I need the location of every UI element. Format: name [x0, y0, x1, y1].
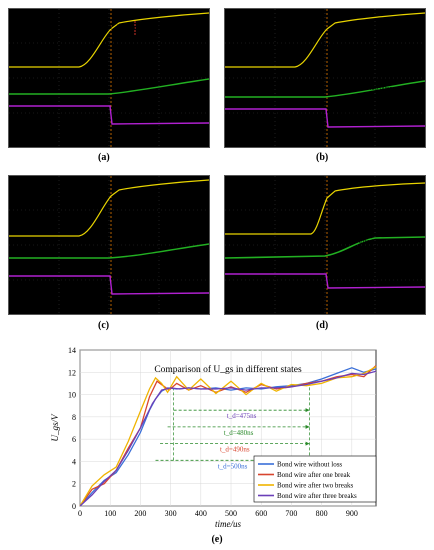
panel-a-vce-label: V_ce(100V/div) — [120, 108, 164, 115]
x-tick-label: 0 — [78, 509, 82, 518]
td-annotation-label: t_d=480ns — [224, 429, 254, 437]
ugs-comparison-chart: 0 2 4 6 8 10 12 14 0 100 200 300 400 500 600 700 800 900 t… — [50, 346, 377, 545]
panel-a-vm-label: V_m=10.5V — [138, 24, 172, 31]
vce-trace — [225, 108, 425, 128]
id-trace — [225, 236, 425, 259]
x-tick-label: 400 — [195, 509, 207, 518]
vce-trace — [225, 273, 425, 289]
id-trace — [9, 243, 209, 259]
x-tick-label: 200 — [134, 509, 146, 518]
vce-trace — [9, 105, 209, 125]
panel-c-label: (c) — [98, 320, 110, 331]
y-tick-label: 10 — [68, 391, 76, 400]
panel-b-cursor-dy: ΔY = 10.3750V — [354, 102, 394, 108]
chart-title: Comparison of U_gs in different states — [154, 364, 302, 375]
id-trace — [225, 80, 425, 98]
scope-a-traces — [9, 9, 209, 147]
x-tick-label: 900 — [346, 509, 358, 518]
y-axis-label: U_gs/V — [50, 413, 60, 442]
y-tick-label: 12 — [68, 368, 76, 377]
panel-c-vce-label: V_ce(100V/div) — [126, 270, 170, 277]
td-annotation-label: t_d=500ns — [218, 462, 248, 470]
x-axis-label: time/us — [215, 519, 241, 529]
panel-c-td-label: t_d=480ns — [106, 224, 134, 231]
id-trace — [9, 78, 209, 95]
y-tick-label: 0 — [72, 502, 76, 511]
ugs-trace — [9, 12, 209, 68]
td-arrow-head — [305, 424, 310, 429]
scope-panel-c — [8, 175, 210, 315]
x-tick-label: 700 — [285, 509, 297, 518]
ugs-trace — [225, 182, 425, 235]
x-tick-label: 300 — [165, 509, 177, 518]
panel-e-label: (e) — [211, 534, 222, 545]
panel-c-ugs-label: U_gs(10V/div) — [36, 210, 76, 217]
panel-a-timebase: 500ns/div — [168, 135, 193, 141]
panel-b-cursor-freq: 1/ΔX = 2.0408MHz — [354, 94, 403, 100]
y-tick-label: 6 — [72, 435, 76, 444]
td-annotation-label: t_d=475ns — [227, 412, 257, 420]
panel-a-td-label: t_d=500ns — [110, 24, 138, 31]
panel-d-vce-label: V_ce(100V/div) — [328, 270, 372, 277]
legend-entry: Bond wire without loss — [277, 461, 342, 469]
scope-c-traces — [9, 176, 209, 314]
scope-panel-d — [224, 175, 426, 315]
ugs-trace — [9, 179, 209, 237]
y-tick-label: 2 — [72, 480, 76, 489]
panel-d-vm-label: V_m=10.125V — [356, 196, 396, 203]
scope-d-traces — [225, 176, 425, 314]
panel-b-vm-label: V_m=10.375V — [356, 30, 396, 37]
x-tick-label: 500 — [225, 509, 237, 518]
panel-d-td-label: t_d=475ns — [328, 204, 356, 211]
panel-d-ugs-label: U_gs(10V/div) — [250, 212, 290, 219]
vce-trace — [9, 275, 209, 295]
scope-b-traces — [225, 9, 425, 147]
td-arrow-head — [305, 441, 310, 446]
panel-b-timebase: 500ns/div — [386, 135, 411, 141]
legend-box — [253, 455, 377, 503]
panel-b-label: (b) — [316, 152, 329, 163]
td-arrow-head — [305, 408, 310, 413]
legend-entry: Bond wire after three breaks — [277, 492, 357, 500]
legend-entry: Bond wire after one break — [277, 471, 351, 479]
scope-panel-a — [8, 8, 210, 148]
panel-a-label: (a) — [98, 152, 110, 163]
y-tick-label: 4 — [72, 457, 76, 466]
panel-a-ugs-label: U_gs(10V/div) — [36, 36, 76, 43]
scope-panel-b — [224, 8, 426, 148]
x-tick-label: 100 — [104, 509, 116, 518]
panel-b-td-label: t_d=490ns — [326, 42, 354, 49]
panel-b-cursor-dx: ΔX = 490.00ns — [354, 86, 393, 92]
panel-c-timebase: 500ns/div — [168, 303, 193, 309]
x-tick-label: 800 — [316, 509, 328, 518]
panel-a-id-label: I_d(2A/div) — [140, 64, 172, 71]
panel-b-vce-label: V_ce(100V/div) — [328, 110, 372, 117]
panel-d-timebase: 1us/div — [398, 303, 417, 309]
x-tick-label: 600 — [255, 509, 267, 518]
panel-b-ugs-label: U_gs(10V/div) — [250, 44, 290, 51]
panel-b-id-label: I_d(2A/div) — [338, 68, 370, 75]
series-line — [79, 370, 377, 507]
series-line — [79, 366, 377, 507]
panel-d-id-label: I_d(2A/div) — [342, 238, 374, 245]
td-annotation-label: t_d=490ns — [220, 446, 250, 454]
panel-c-id-label: I_d(2A/div) — [140, 234, 172, 241]
y-tick-label: 14 — [68, 346, 76, 355]
legend-entry: Bond wire after two breaks — [277, 482, 353, 490]
y-tick-label: 8 — [72, 413, 76, 422]
ugs-trace — [225, 12, 425, 68]
panel-d-label: (d) — [316, 320, 329, 331]
panel-c-vm-label: V_m=10.25V — [136, 200, 173, 207]
